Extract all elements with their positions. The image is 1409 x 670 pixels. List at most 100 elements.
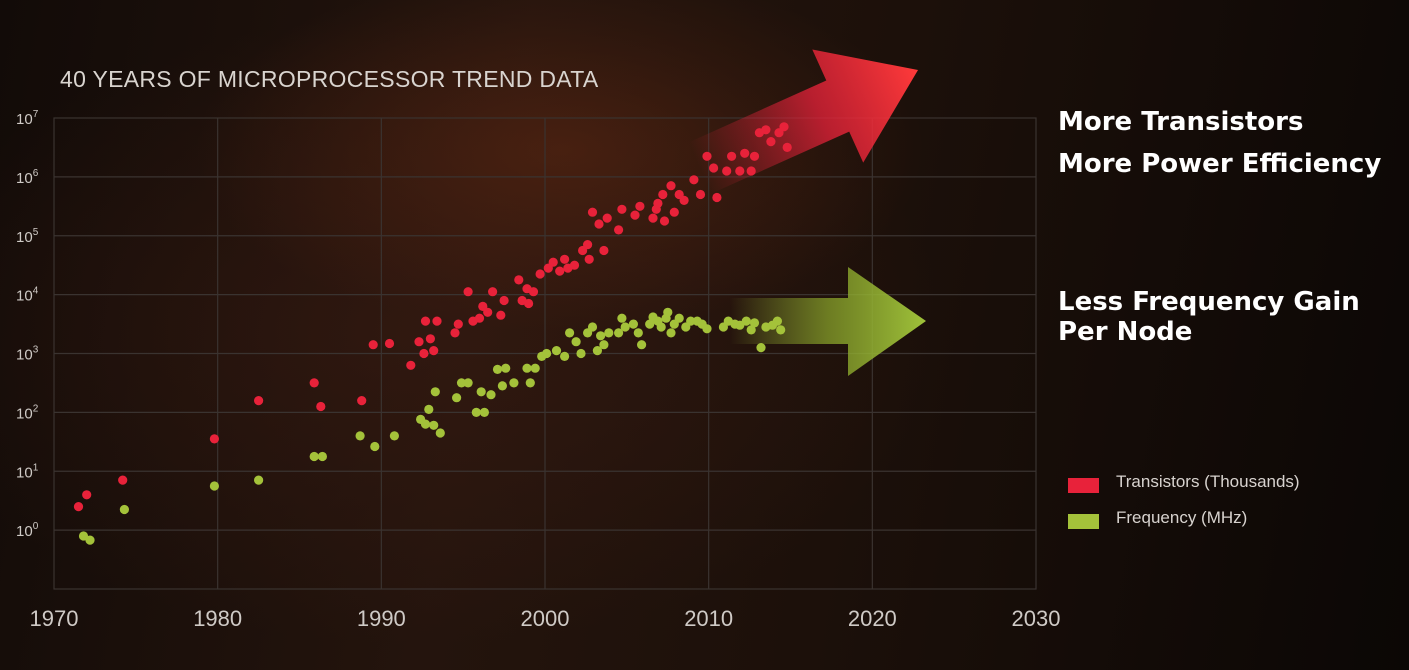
transistor-data-point bbox=[384, 338, 395, 349]
frequency-data-point bbox=[587, 322, 598, 332]
transistor-data-point bbox=[669, 207, 679, 217]
transistor-data-point bbox=[658, 189, 668, 200]
transistor-data-point bbox=[555, 266, 565, 276]
frequency-data-point bbox=[309, 451, 319, 462]
transistor-data-point bbox=[419, 348, 429, 359]
y-axis-ticks: 100 101 102 103 104 105 106 107 bbox=[16, 109, 39, 540]
frequency-data-point bbox=[617, 313, 627, 323]
x-tick-label: 1990 bbox=[357, 606, 406, 631]
frequency-data-point bbox=[560, 351, 570, 361]
transistor-data-point bbox=[712, 192, 722, 203]
frequency-data-point bbox=[542, 348, 552, 359]
x-axis-ticks: 1970 1980 1990 2000 2010 2020 2030 bbox=[30, 606, 1061, 631]
transistor-data-point bbox=[432, 316, 442, 326]
x-tick-label: 1980 bbox=[193, 606, 242, 631]
legend-swatch-frequency bbox=[1068, 514, 1099, 529]
frequency-data-point bbox=[592, 346, 603, 356]
transistor-data-point bbox=[414, 337, 424, 347]
transistor-data-point bbox=[209, 434, 219, 444]
transistor-data-point bbox=[635, 201, 645, 211]
frequency-data-point bbox=[430, 387, 440, 397]
callout-more-transistors: More Transistors bbox=[1058, 107, 1304, 137]
frequency-data-point bbox=[456, 378, 467, 388]
transistor-data-point bbox=[587, 207, 598, 217]
transistor-data-point bbox=[630, 210, 640, 220]
legend-label-transistors: Transistors (Thousands) bbox=[1116, 472, 1300, 491]
y-tick-label: 104 bbox=[16, 286, 39, 305]
transistor-data-point bbox=[702, 151, 712, 161]
transistor-data-point bbox=[488, 287, 498, 297]
transistor-data-point bbox=[453, 319, 463, 329]
data-points bbox=[73, 122, 792, 545]
frequency-data-point bbox=[463, 378, 473, 388]
transistor-data-point bbox=[659, 216, 670, 226]
frequency-data-point bbox=[254, 475, 264, 485]
frequency-data-point bbox=[551, 346, 562, 356]
legend-label-frequency: Frequency (MHz) bbox=[1116, 508, 1248, 527]
transistor-data-point bbox=[474, 313, 485, 323]
frequency-data-point bbox=[565, 328, 575, 338]
transistor-data-point bbox=[357, 396, 367, 406]
transistor-data-point bbox=[761, 125, 771, 135]
transistor-data-point bbox=[450, 328, 460, 338]
callout-less-frequency-gain: Less Frequency Gain bbox=[1058, 287, 1360, 317]
frequency-data-point bbox=[522, 363, 532, 373]
frequency-data-point bbox=[471, 407, 481, 417]
frequency-data-point bbox=[674, 313, 684, 323]
transistor-data-point bbox=[429, 346, 439, 356]
transistor-data-point bbox=[782, 142, 792, 152]
transistor-data-point bbox=[73, 502, 84, 512]
transistor-data-point bbox=[614, 225, 624, 235]
frequency-data-point bbox=[741, 316, 751, 326]
frequency-data-point bbox=[637, 340, 647, 350]
frequency-data-point bbox=[571, 337, 581, 347]
frequency-data-point bbox=[530, 363, 540, 373]
frequency-data-point bbox=[317, 451, 327, 462]
frequency-series bbox=[78, 307, 786, 545]
frequency-data-point bbox=[666, 328, 676, 338]
transistor-data-point bbox=[727, 151, 737, 161]
transistor-data-point bbox=[316, 401, 326, 412]
transistor-data-point bbox=[548, 257, 558, 267]
transistor-data-point bbox=[617, 204, 627, 214]
transistor-data-point bbox=[528, 287, 539, 297]
x-tick-label: 2030 bbox=[1012, 606, 1061, 631]
frequency-data-point bbox=[389, 431, 399, 441]
transistor-data-point bbox=[599, 245, 609, 256]
frequency-data-point bbox=[476, 387, 486, 397]
frequency-data-point bbox=[355, 431, 365, 441]
frequency-data-point bbox=[452, 393, 462, 403]
legend-swatch-transistors bbox=[1068, 478, 1099, 493]
transistor-data-point bbox=[82, 490, 92, 500]
transistor-data-point bbox=[368, 340, 378, 350]
frequency-data-point bbox=[628, 319, 639, 329]
y-tick-label: 101 bbox=[16, 462, 39, 481]
transistor-data-point bbox=[584, 254, 594, 264]
transistor-data-point bbox=[560, 254, 570, 264]
transistor-data-point bbox=[499, 295, 509, 306]
transistor-data-point bbox=[118, 475, 128, 485]
frequency-data-point bbox=[501, 363, 511, 373]
frequency-data-point bbox=[492, 364, 503, 374]
transistor-data-point bbox=[709, 163, 719, 173]
transistor-data-point bbox=[679, 195, 689, 205]
frequency-data-point bbox=[119, 504, 129, 515]
frequency-data-point bbox=[596, 331, 606, 341]
transistor-data-point bbox=[569, 260, 580, 270]
y-tick-label: 100 bbox=[16, 521, 39, 540]
transistor-data-point bbox=[425, 334, 435, 344]
frequency-data-point bbox=[776, 325, 786, 335]
y-tick-label: 107 bbox=[16, 109, 39, 128]
transistor-data-point bbox=[746, 166, 756, 176]
transistor-data-point bbox=[653, 198, 663, 208]
transistor-data-point bbox=[254, 396, 264, 406]
transistor-data-point bbox=[602, 213, 612, 223]
frequency-data-point bbox=[746, 325, 756, 335]
frequency-data-point bbox=[772, 316, 783, 326]
frequency-data-point bbox=[686, 316, 696, 326]
frequency-data-point bbox=[749, 318, 760, 328]
frequency-data-point bbox=[620, 322, 630, 332]
transistor-data-point bbox=[779, 122, 789, 132]
transistor-data-point bbox=[496, 310, 506, 320]
